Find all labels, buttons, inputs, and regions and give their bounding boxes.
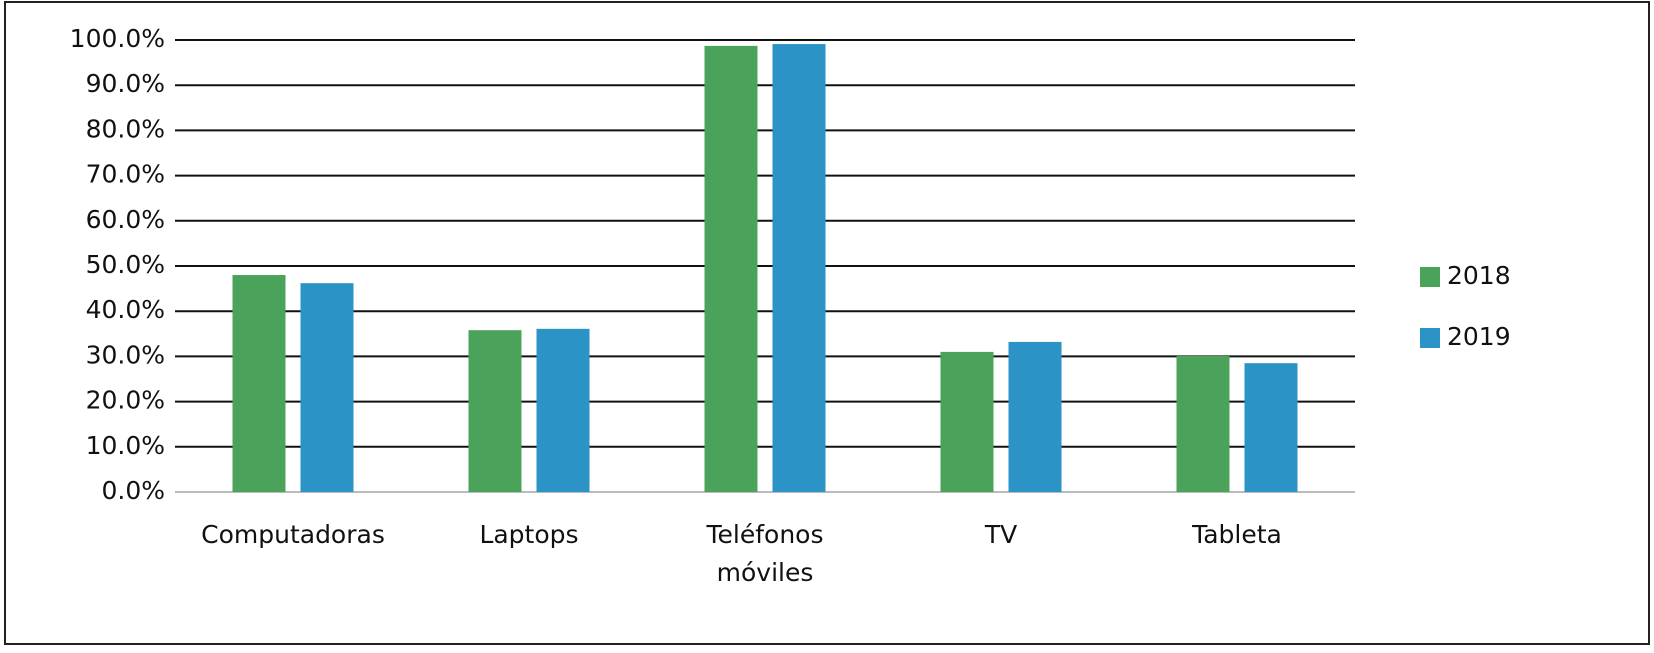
y-tick-label: 30.0% [86,340,165,369]
y-tick-label: 100.0% [70,24,165,53]
bar [772,44,826,493]
x-tick-label: Tableta [1191,520,1282,549]
bar [1244,363,1298,492]
x-tick-label: Laptops [479,520,578,549]
bar [1176,355,1230,492]
bar [940,351,994,492]
bar [536,328,590,492]
y-tick-label: 80.0% [86,114,165,143]
bar [300,283,354,492]
y-tick-label: 60.0% [86,205,165,234]
legend-swatch [1420,267,1440,287]
y-tick-label: 70.0% [86,160,165,189]
bar [468,330,522,492]
legend-label: 2019 [1447,322,1511,351]
y-tick-label: 0.0% [101,476,165,505]
y-tick-label: 40.0% [86,295,165,324]
y-tick-label: 20.0% [86,386,165,415]
x-tick-label: Teléfonos móviles [706,520,824,587]
y-tick-label: 10.0% [86,431,165,460]
legend-label: 2018 [1447,261,1511,290]
y-tick-label: 90.0% [86,69,165,98]
legend-swatch [1420,328,1440,348]
x-tick-label: Computadoras [201,520,385,549]
bar [1008,341,1062,492]
bar [232,275,286,492]
x-tick-label: TV [984,520,1017,549]
y-tick-label: 50.0% [86,250,165,279]
bar [704,45,758,492]
